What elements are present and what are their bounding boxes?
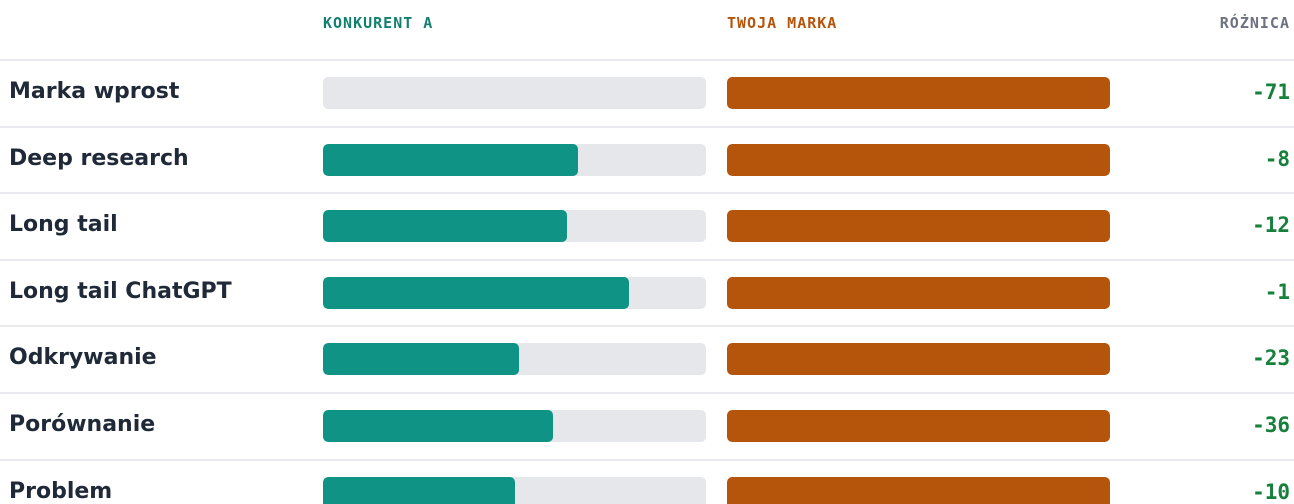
bar-track (323, 343, 706, 376)
bar (727, 276, 1110, 309)
row-label: Long tail (9, 212, 118, 238)
table-row: Marka wprost -71 (0, 59, 1294, 125)
bar-track (323, 476, 706, 504)
bar-track (323, 143, 706, 176)
bar (323, 210, 567, 243)
bar (323, 276, 630, 309)
row-label: Deep research (9, 145, 189, 171)
bar (727, 143, 1110, 176)
bar-track (727, 77, 1110, 109)
column-header: TWOJA MARKA (727, 14, 838, 32)
bar-track (323, 210, 706, 243)
table-row: Problem -10 (0, 458, 1294, 504)
column-header: KONKURENT A (323, 14, 434, 32)
column-header: RÓŻNICA (1219, 14, 1290, 32)
row-label: Long tail ChatGPT (9, 278, 232, 304)
table-row: Deep research -8 (0, 125, 1294, 192)
difference-value: -23 (1252, 346, 1290, 371)
bar (727, 77, 1110, 109)
difference-value: -8 (1264, 146, 1290, 171)
bar (323, 476, 515, 504)
row-label: Marka wprost (9, 79, 180, 104)
bar-track (727, 210, 1110, 243)
row-label: Problem (9, 478, 113, 504)
bar-track (727, 343, 1110, 376)
table-row: Long tail -12 (0, 192, 1294, 258)
difference-value: -36 (1252, 413, 1290, 437)
bar (323, 343, 519, 376)
bar-track (727, 476, 1110, 504)
bar (727, 410, 1110, 442)
bar-track (727, 143, 1110, 176)
difference-value: -1 (1264, 279, 1290, 304)
bar (727, 343, 1110, 376)
bar (727, 210, 1110, 243)
difference-value: -71 (1252, 80, 1290, 104)
bar (727, 476, 1110, 504)
table-row: Porównanie -36 (0, 392, 1294, 458)
bar (323, 410, 553, 442)
row-label: Porównanie (9, 412, 156, 437)
difference-value: -10 (1252, 479, 1290, 504)
table-row: Odkrywanie -23 (0, 325, 1294, 391)
bar-track (727, 276, 1110, 309)
bar-track (323, 276, 706, 309)
bar-track (323, 410, 706, 442)
row-label: Odkrywanie (9, 345, 157, 371)
bar-track (727, 410, 1110, 442)
table-row: Long tail ChatGPT -1 (0, 258, 1294, 325)
difference-value: -12 (1252, 213, 1290, 238)
bar-track (323, 77, 706, 109)
bar (323, 143, 579, 176)
